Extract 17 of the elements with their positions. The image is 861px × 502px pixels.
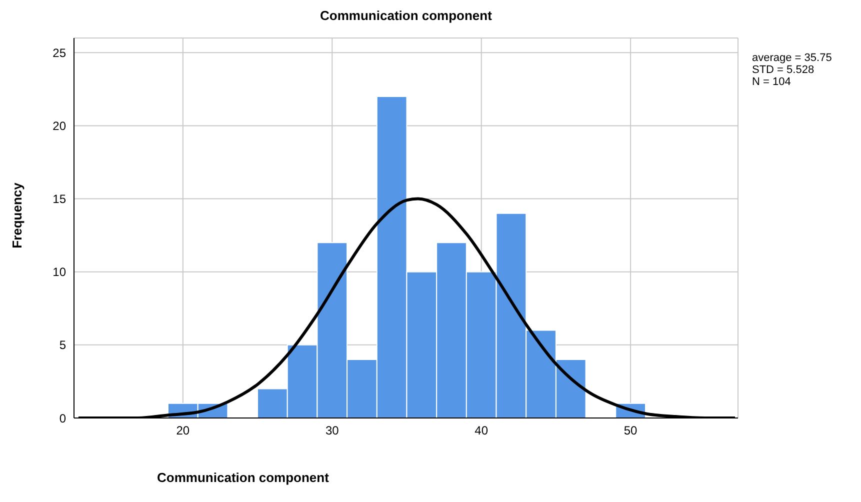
y-tick-label: 20 [52,118,66,133]
x-tick-label: 50 [624,424,638,438]
line-series [76,197,737,418]
y-tick-label: 25 [52,46,66,60]
x-axis-title: Communication component [156,470,330,485]
text: STD = 5.528 [752,64,816,76]
y-tick-label: 5 [59,338,66,352]
x-tick-label: 20 [176,424,190,438]
y-tick-label: 10 [52,265,66,280]
text: N = 104 [752,76,792,88]
chart-title: Communication component [319,8,493,23]
y-tick-label: 0 [59,411,66,426]
y-axis-title: Frequency [10,182,24,250]
x-tick-label: 40 [474,424,488,438]
text: average = 35.75 [752,52,832,64]
x-tick-label: 30 [325,424,340,438]
y-tick-label: 15 [52,192,66,206]
